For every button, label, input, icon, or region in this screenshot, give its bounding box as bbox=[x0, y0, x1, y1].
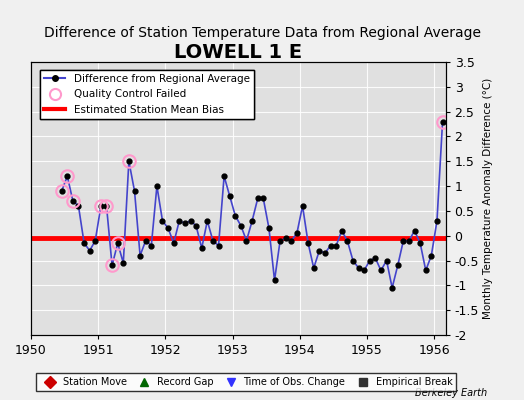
Legend: Difference from Regional Average, Quality Control Failed, Estimated Station Mean: Difference from Regional Average, Qualit… bbox=[40, 70, 254, 119]
Legend: Station Move, Record Gap, Time of Obs. Change, Empirical Break: Station Move, Record Gap, Time of Obs. C… bbox=[36, 373, 456, 391]
Text: Difference of Station Temperature Data from Regional Average: Difference of Station Temperature Data f… bbox=[43, 26, 481, 40]
Text: Berkeley Earth: Berkeley Earth bbox=[415, 388, 487, 398]
Title: LOWELL 1 E: LOWELL 1 E bbox=[174, 43, 302, 62]
Y-axis label: Monthly Temperature Anomaly Difference (°C): Monthly Temperature Anomaly Difference (… bbox=[483, 78, 493, 319]
